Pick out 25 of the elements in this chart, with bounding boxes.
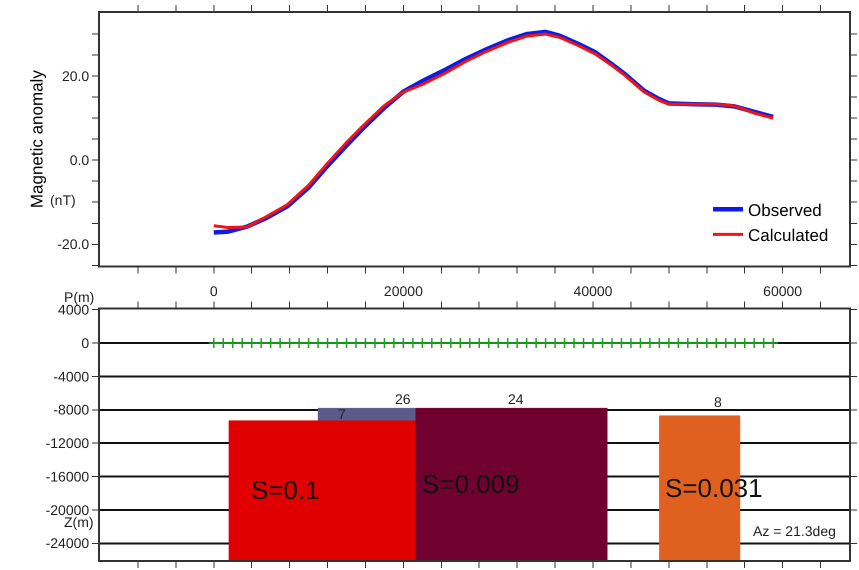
annotation: Az = 21.3deg	[753, 523, 836, 539]
annotation: 24	[508, 391, 524, 407]
y-tick-label: -12000	[46, 435, 90, 452]
x-tick-label: 20000	[384, 283, 424, 300]
y-tick-label: 0.0	[70, 152, 90, 168]
x-tick-label: 0	[210, 283, 218, 300]
series-label: S=0.009	[422, 469, 520, 499]
y-tick-label: 20.0	[62, 68, 90, 84]
y-axis-title: Magnetic anomaly	[27, 70, 46, 208]
x-axis-title: P(m)	[64, 289, 94, 305]
x-tick-label: 60000	[763, 283, 802, 300]
text: (nT)	[50, 192, 76, 208]
x-tick-label: 40000	[574, 283, 613, 300]
annotation: 26	[395, 391, 411, 407]
y-tick-label: -8000	[53, 402, 90, 418]
y-tick-label: -24000	[46, 535, 90, 552]
y-tick-label: -16000	[46, 468, 90, 484]
y-tick-label: -20.0	[57, 236, 90, 252]
y-tick-label: 0	[81, 334, 90, 351]
legend-label: Observed	[748, 200, 822, 220]
y-tick-label: -4000	[53, 368, 90, 384]
legend-label: Calculated	[748, 226, 828, 245]
annotation: 8	[714, 394, 722, 410]
series-label: S=0.1	[251, 475, 320, 505]
annotation: 7	[338, 406, 346, 422]
